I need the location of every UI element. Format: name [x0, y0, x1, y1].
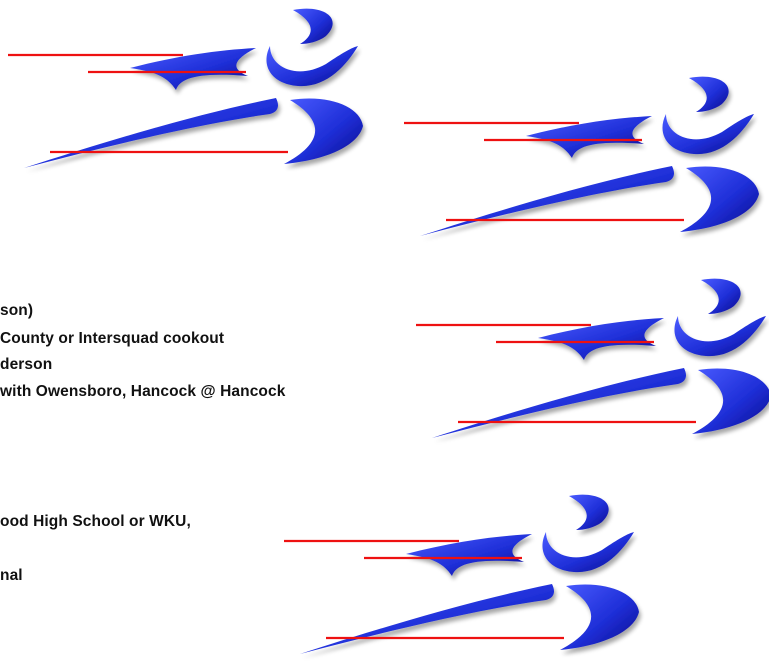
runner-logo-icon — [404, 74, 764, 244]
runner-logo-icon — [284, 492, 644, 662]
schedule-line: County or Intersquad cookout — [0, 330, 225, 347]
schedule-line: nal — [0, 567, 23, 584]
runner-logo-icon — [416, 276, 769, 446]
schedule-line: son) — [0, 302, 34, 319]
schedule-line: with Owensboro, Hancock @ Hancock — [0, 383, 286, 400]
schedule-line: ood High School or WKU, — [0, 513, 191, 530]
runner-logo-icon — [8, 6, 368, 176]
schedule-line: derson — [0, 356, 53, 373]
